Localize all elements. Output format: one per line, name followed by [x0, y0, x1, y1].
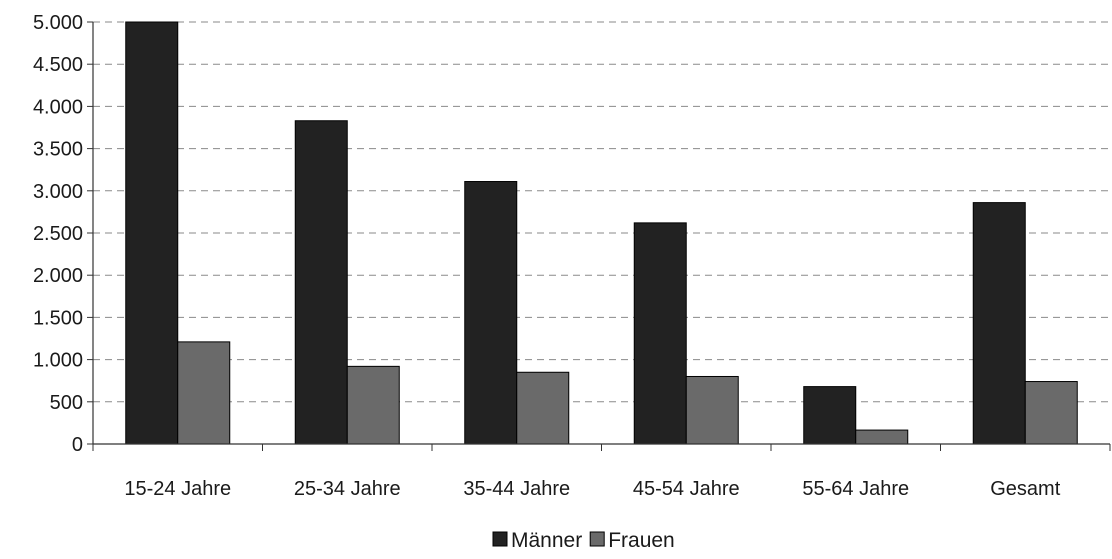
- bar-maenner: [294, 120, 348, 445]
- legend-label: Männer: [511, 529, 582, 552]
- y-tick-label: 2.000: [33, 265, 83, 287]
- bar-maenner: [972, 202, 1026, 445]
- y-tick-label: 500: [50, 392, 83, 414]
- y-tick-label: 1.000: [33, 350, 83, 372]
- bar-maenner: [464, 181, 518, 445]
- y-tick-label: 0: [72, 434, 83, 456]
- bar-frauen: [516, 371, 570, 445]
- x-tick-label: 35-44 Jahre: [463, 478, 570, 500]
- legend: Männer Frauen: [492, 529, 675, 552]
- x-axis: 15-24 Jahre 25-34 Jahre 35-44 Jahre 45-54 J…: [92, 443, 1111, 500]
- y-tick-label: 4.500: [33, 54, 83, 76]
- bar-frauen: [1024, 381, 1078, 445]
- bar-maenner: [125, 21, 179, 445]
- y-tick-label: 3.500: [33, 139, 83, 161]
- x-tick-label: 55-64 Jahre: [802, 478, 909, 500]
- grid-lines: [93, 21, 1110, 403]
- bar-maenner: [633, 222, 687, 445]
- x-tick-label: 15-24 Jahre: [124, 478, 231, 500]
- y-tick-label: 1.500: [33, 307, 83, 329]
- bar-frauen: [855, 429, 909, 445]
- x-tick-label: 45-54 Jahre: [633, 478, 740, 500]
- y-tick-label: 3.000: [33, 181, 83, 203]
- y-axis: 0 500 1.000 1.500 2.000 2.500 3.000 3.500 4.000 4…: [33, 12, 94, 456]
- bar-frauen: [346, 365, 400, 445]
- x-tick-label: Gesamt: [990, 478, 1060, 500]
- bar-maenner: [803, 386, 857, 445]
- y-tick-label: 4.000: [33, 96, 83, 118]
- legend-swatch: [492, 531, 508, 547]
- x-tick-label: 25-34 Jahre: [294, 478, 401, 500]
- y-tick-label: 2.500: [33, 223, 83, 245]
- legend-swatch: [589, 531, 605, 547]
- y-tick-label: 5.000: [33, 12, 83, 34]
- legend-label: Frauen: [608, 529, 675, 552]
- bar-frauen: [685, 375, 739, 445]
- bar-frauen: [177, 341, 231, 445]
